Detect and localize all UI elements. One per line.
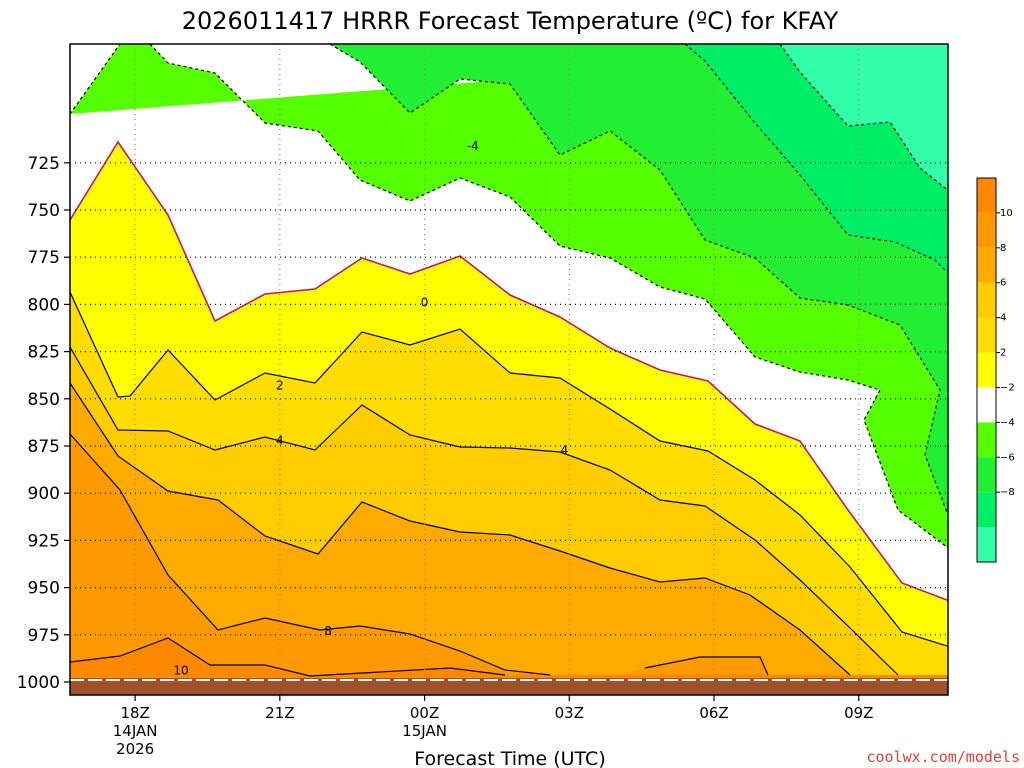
- fill-band-neg10-neg8: [780, 44, 948, 191]
- grid-lines: [70, 44, 948, 695]
- contour-labels: -4 0 2 4 4 8 10: [173, 139, 568, 678]
- contour-label: 4: [276, 433, 284, 447]
- x-tick-label: 06Z: [699, 704, 728, 722]
- colorbar-label: −2: [1000, 382, 1015, 393]
- contour-line-neg4: [329, 44, 948, 516]
- contour-line-8: [70, 433, 551, 676]
- x-tick-label: 00Z: [410, 704, 439, 722]
- contour-label: -4: [467, 139, 479, 153]
- contour-line-10: [70, 637, 506, 677]
- colorbar-label: 10: [1000, 208, 1013, 219]
- plot-frame: [69, 43, 949, 696]
- y-axis: 1000 975 950 925 900 875 850 825 800 775 750 725: [17, 154, 70, 693]
- colorbar-label: −6: [1000, 452, 1015, 463]
- colorbar-segment: [977, 282, 996, 318]
- colorbar-label: 4: [1000, 313, 1006, 324]
- contour-line-4: [70, 346, 899, 676]
- colorbar-segment: [977, 212, 996, 248]
- ground-surface: [70, 678, 948, 695]
- colorbar-segment: [977, 317, 996, 353]
- y-tick-label: 725: [28, 154, 60, 174]
- colorbar-segment: [977, 457, 996, 493]
- contour-line-6: [70, 382, 851, 676]
- contour-label: 2: [276, 379, 284, 393]
- y-tick-label: 875: [28, 437, 60, 457]
- colorbar-segment: [977, 247, 996, 283]
- colorbar-label: 2: [1000, 348, 1006, 359]
- y-tick-label: 775: [28, 248, 60, 268]
- contour-line-neg2: [70, 44, 121, 115]
- colorbar: 10 8 6 4 2 −2 −4 −6 −8: [976, 177, 1015, 563]
- colorbar-segment: [977, 422, 996, 458]
- x-tick-label: 21Z: [265, 704, 294, 722]
- x-tick-label: 09Z: [844, 704, 873, 722]
- x-tick-date-label: 14JAN: [113, 722, 158, 740]
- contour-label: 8: [324, 624, 332, 638]
- y-tick-label: 900: [28, 484, 60, 504]
- contour-line-0: [70, 140, 948, 602]
- y-tick-label: 950: [28, 579, 60, 599]
- x-tick-date-label: 15JAN: [402, 722, 447, 740]
- colorbar-frame: [976, 177, 997, 563]
- y-tick-label: 750: [28, 201, 60, 221]
- contour-line-neg2b: [149, 44, 948, 549]
- colorbar-segment: [977, 527, 996, 562]
- contour-line-neg8: [779, 44, 948, 192]
- contour-label: 0: [421, 296, 429, 310]
- y-tick-label: 975: [28, 626, 60, 646]
- colorbar-segment: [977, 492, 996, 528]
- y-tick-label: 925: [28, 531, 60, 551]
- colorbar-segment: [977, 387, 996, 423]
- x-tick-label: 18Z: [120, 704, 149, 722]
- chart-title: 2026011417 HRRR Forecast Temperature (ºC…: [182, 7, 839, 35]
- x-tick-year-label: 2026: [116, 740, 154, 758]
- credit-text: coolwx.com/models: [866, 748, 1020, 766]
- x-tick-label: 03Z: [555, 704, 584, 722]
- colorbar-segment: [977, 352, 996, 388]
- contour-line-8b: [644, 656, 769, 676]
- y-tick-label: 800: [28, 295, 60, 315]
- contour-label: 10: [173, 664, 188, 678]
- x-axis-label: Forecast Time (UTC): [414, 748, 605, 768]
- y-tick-label: 1000: [17, 673, 60, 693]
- y-tick-label: 825: [28, 343, 60, 363]
- y-tick-label: 850: [28, 390, 60, 410]
- colorbar-segment: [977, 178, 996, 213]
- colorbar-label: 6: [1000, 278, 1006, 289]
- contour-label: 4: [561, 443, 569, 457]
- colorbar-label: 8: [1000, 243, 1006, 254]
- colorbar-label: −4: [1000, 417, 1015, 428]
- colorbar-label: −8: [1000, 487, 1015, 498]
- plot-area: -4 0 2 4 4 8 10: [70, 44, 948, 695]
